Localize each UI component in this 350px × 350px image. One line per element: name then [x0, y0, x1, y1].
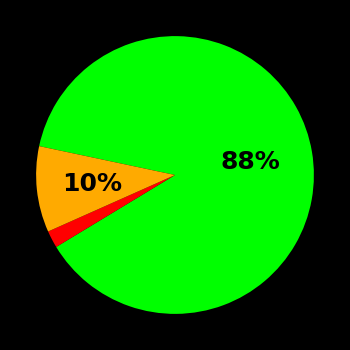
Text: 10%: 10% [62, 172, 122, 196]
Wedge shape [48, 175, 175, 247]
Wedge shape [39, 36, 314, 314]
Text: 88%: 88% [220, 150, 280, 174]
Wedge shape [36, 146, 175, 231]
